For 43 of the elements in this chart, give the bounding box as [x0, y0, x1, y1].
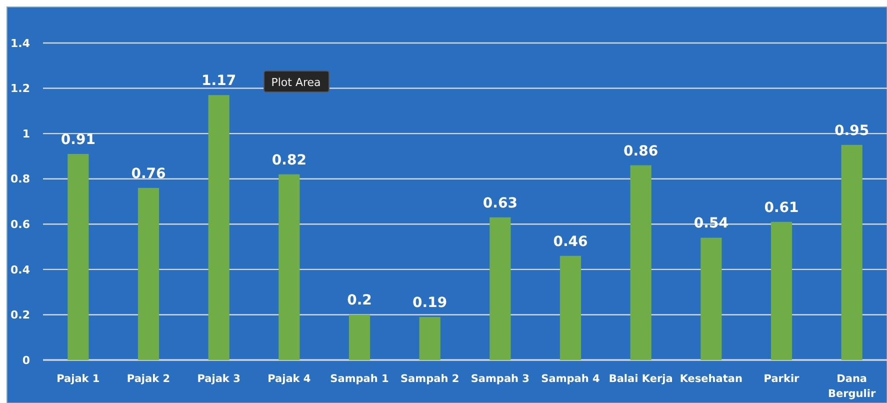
y-tick-label: 0.2: [10, 308, 30, 322]
x-tick-label: Pajak 4: [268, 373, 311, 385]
bar: [841, 144, 862, 360]
bar: [278, 174, 300, 360]
data-label: 0.86: [624, 143, 658, 160]
bar: [770, 222, 792, 360]
y-tick-label: 0: [22, 354, 30, 367]
annotation: Plot Area: [271, 76, 321, 89]
data-label: 0.91: [60, 132, 96, 148]
y-tick-label: 1: [22, 127, 30, 140]
x-tick-label: Pajak 3: [197, 373, 240, 385]
data-label: 0.46: [553, 234, 588, 250]
bar: [348, 314, 370, 360]
x-tick-label: Kesehatan: [680, 373, 742, 385]
data-label: 0.19: [412, 294, 448, 311]
y-tick-label: 1.2: [10, 82, 30, 96]
x-tick-label: Sampah 1: [330, 373, 389, 385]
bar: [700, 238, 722, 360]
bar: [138, 188, 160, 360]
x-tick-label: Sampah 2: [400, 373, 460, 385]
bar: [560, 256, 582, 360]
y-tick-label: 1.4: [10, 36, 30, 50]
data-label: 0.63: [482, 195, 518, 212]
data-label: 0.2: [347, 292, 372, 309]
data-label: 1.17: [202, 73, 236, 90]
data-label: 0.82: [272, 152, 306, 168]
x-tick-label: Sampah 4: [541, 373, 600, 385]
bar: [419, 316, 440, 360]
y-tick-label: 0.8: [10, 172, 30, 186]
x-tick-label: Dana Bergulir: [828, 373, 876, 400]
x-tick-label: Pajak 2: [126, 373, 170, 385]
data-label: 0.76: [131, 166, 166, 182]
x-tick-label: Balai Kerja: [608, 373, 673, 385]
x-tick-label: Sampah 3: [470, 373, 530, 385]
bar: [208, 95, 230, 360]
x-tick-label: Parkir: [764, 373, 800, 385]
y-tick-label: 0.4: [10, 263, 30, 276]
y-tick-label: 0.6: [10, 218, 30, 231]
data-label: 0.61: [764, 200, 799, 216]
bar: [490, 217, 511, 360]
x-tick-label: Pajak 1: [56, 373, 100, 385]
bar: [630, 165, 652, 360]
bar: [68, 154, 89, 360]
